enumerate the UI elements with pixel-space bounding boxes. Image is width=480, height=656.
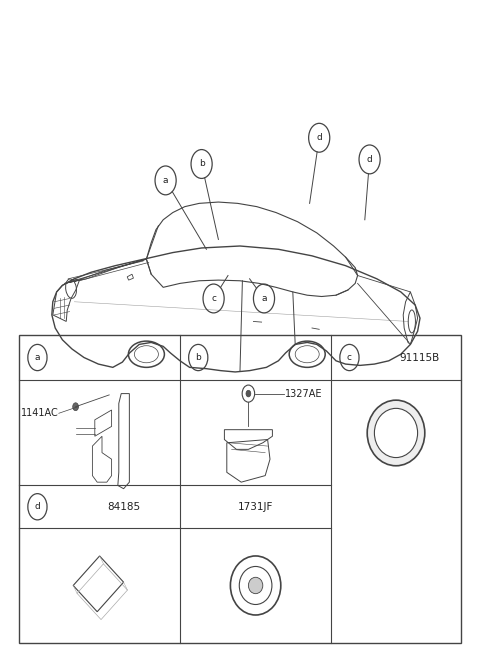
Circle shape [73,403,78,411]
Text: d: d [316,133,322,142]
Text: a: a [163,176,168,185]
Ellipse shape [367,400,425,466]
Text: d: d [35,502,40,511]
Bar [19,335,461,643]
Text: d: d [367,155,372,164]
Text: c: c [211,294,216,303]
Text: a: a [35,353,40,362]
Ellipse shape [249,577,263,594]
Text: 1141AC: 1141AC [21,408,59,419]
Ellipse shape [374,408,418,458]
Text: 1731JF: 1731JF [238,502,273,512]
Text: a: a [261,294,267,303]
Text: 91115B: 91115B [400,352,440,363]
Text: 84185: 84185 [107,502,140,512]
Text: b: b [195,353,201,362]
Circle shape [246,390,251,397]
Text: 1327AE: 1327AE [285,388,323,399]
Text: c: c [347,353,352,362]
Text: b: b [199,159,204,169]
